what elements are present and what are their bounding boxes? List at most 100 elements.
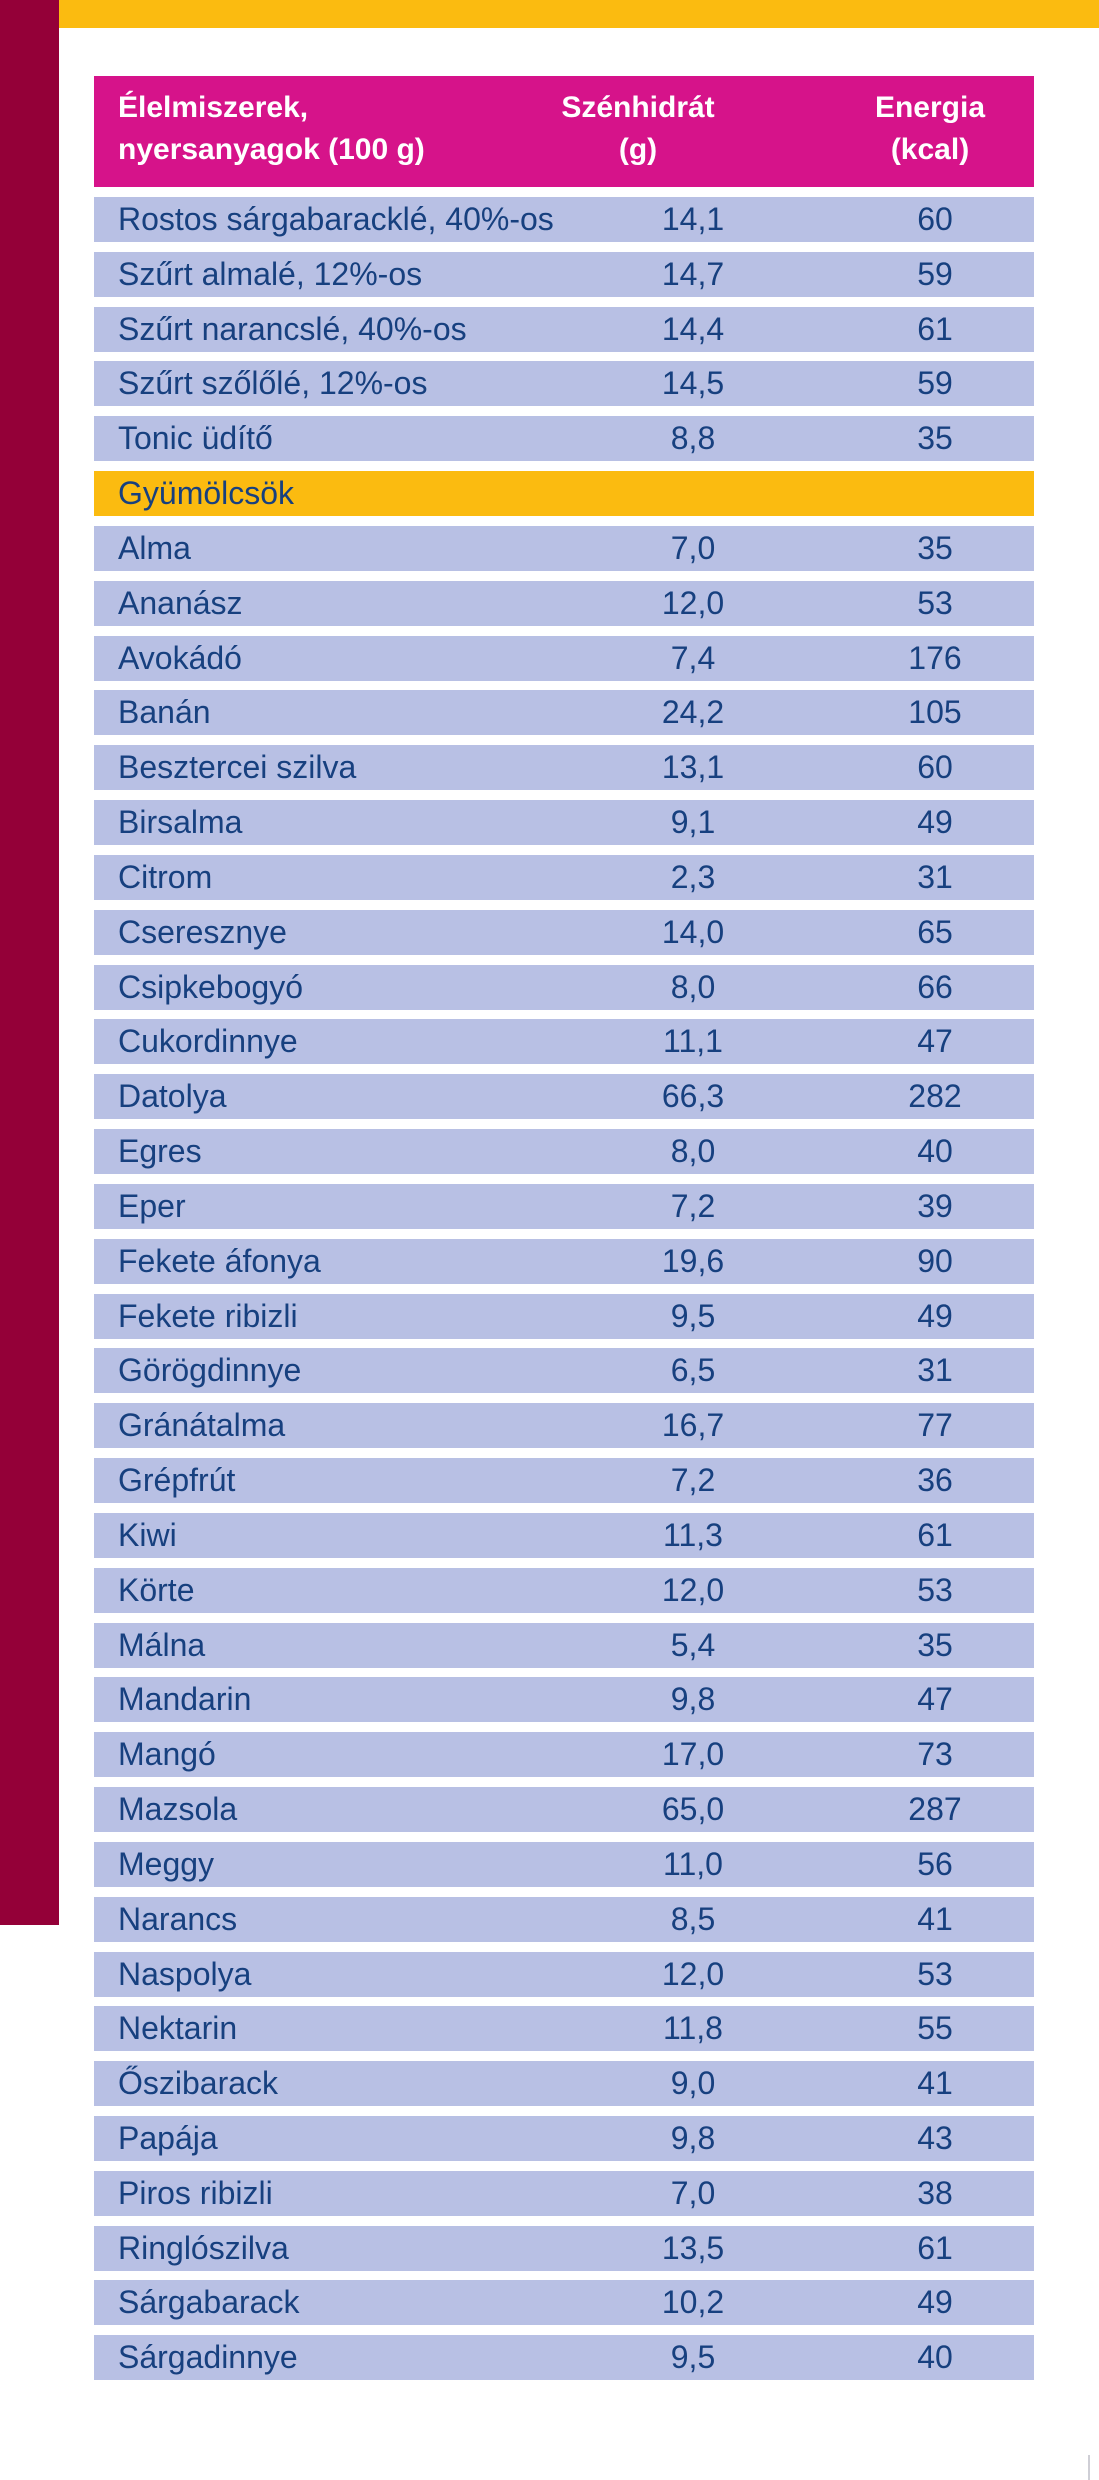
food-name-cell: Ananász — [118, 584, 243, 621]
energy-cell: 90 — [917, 1242, 953, 1279]
energy-cell: 49 — [917, 2284, 953, 2321]
table-row: Fekete áfonya 19,6 90 — [94, 1238, 1034, 1284]
carbohydrate-cell: 8,5 — [670, 1900, 716, 1937]
energy-cell: 38 — [917, 2174, 953, 2211]
carbohydrate-cell: 11,3 — [663, 1516, 723, 1553]
header-energy-line2: (kcal) — [890, 133, 970, 166]
table-row: Sárgadinnye 9,5 40 — [94, 2335, 1034, 2381]
energy-cell: 59 — [917, 365, 953, 402]
energy-cell: 59 — [917, 255, 953, 292]
food-name-cell: Birsalma — [118, 804, 243, 841]
carbohydrate-cell: 9,0 — [670, 2065, 716, 2102]
table-row: Gránátalma 16,7 77 — [94, 1403, 1034, 1449]
table-row: Piros ribizli 7,0 38 — [94, 2170, 1034, 2216]
food-name-cell: Cukordinnye — [118, 1023, 298, 1060]
table-row: Sárgabarack 10,2 49 — [94, 2280, 1034, 2326]
carbohydrate-cell: 9,8 — [670, 2119, 716, 2156]
energy-cell: 53 — [917, 584, 953, 621]
energy-cell: 40 — [917, 2339, 953, 2376]
table-row: Rostos sárgabaracklé, 40%-os 14,1 60 — [94, 197, 1034, 242]
food-name-cell: Málna — [118, 1626, 206, 1663]
side-accent-bar — [0, 0, 59, 1925]
energy-cell: 47 — [917, 1023, 953, 1060]
food-name-cell: Rostos sárgabaracklé, 40%-os — [118, 201, 554, 237]
section-header-row: Gyümölcsök — [94, 471, 1034, 517]
food-name-cell: Őszibarack — [118, 2065, 279, 2102]
table-row: Birsalma 9,1 49 — [94, 800, 1034, 846]
table-row: Citrom 2,3 31 — [94, 854, 1034, 900]
table-row: Körte 12,0 53 — [94, 1567, 1034, 1613]
energy-cell: 61 — [917, 2229, 953, 2266]
food-name-cell: Naspolya — [118, 1955, 252, 1992]
food-name-cell: Avokádó — [118, 639, 242, 676]
food-name-cell: Grépfrút — [118, 1462, 236, 1499]
table-row: Mazsola 65,0 287 — [94, 1787, 1034, 1833]
carbohydrate-cell: 9,8 — [670, 1681, 716, 1718]
food-name-cell: Csipkebogyó — [118, 968, 303, 1005]
food-name-cell: Kiwi — [118, 1516, 177, 1553]
table-row: Meggy 11,0 56 — [94, 1841, 1034, 1887]
table-row: Szűrt szőlőlé, 12%-os 14,5 59 — [94, 361, 1034, 407]
table-row: Mangó 17,0 73 — [94, 1732, 1034, 1778]
food-name-cell: Citrom — [118, 858, 213, 895]
carbohydrate-cell: 8,0 — [670, 968, 716, 1005]
carbohydrate-cell: 9,5 — [670, 2339, 716, 2376]
food-name-cell: Gyümölcsök — [118, 475, 295, 512]
food-name-cell: Alma — [118, 529, 191, 566]
energy-cell: 105 — [908, 694, 962, 731]
energy-cell: 49 — [917, 1297, 953, 1334]
energy-cell: 65 — [917, 913, 953, 950]
carbohydrate-cell: 5,4 — [670, 1626, 716, 1663]
energy-cell: 49 — [917, 804, 953, 841]
energy-cell: 47 — [917, 1681, 953, 1718]
food-name-cell: Besztercei szilva — [118, 749, 357, 786]
carbohydrate-cell: 66,3 — [661, 1078, 725, 1115]
table-row: Alma 7,0 35 — [94, 525, 1034, 571]
food-name-cell: Nektarin — [118, 2010, 238, 2047]
energy-cell: 66 — [917, 968, 953, 1005]
nutrition-table: Élelmiszerek, nyersanyagok (100 g) Szénh… — [94, 76, 1034, 2390]
carbohydrate-cell: 14,5 — [661, 365, 725, 402]
energy-cell: 53 — [917, 1955, 953, 1992]
food-name-cell: Tonic üdítő — [118, 420, 273, 457]
food-name-cell: Mandarin — [118, 1681, 252, 1718]
table-row: Nektarin 11,8 55 — [94, 2006, 1034, 2052]
table-row: Ringlószilva 13,5 61 — [94, 2225, 1034, 2271]
food-name-cell: Szűrt almalé, 12%-os — [118, 255, 423, 292]
header-food-name-line2: nyersanyagok (100 g) — [118, 133, 425, 166]
table-row: Szűrt almalé, 12%-os 14,7 59 — [94, 251, 1034, 297]
energy-cell: 282 — [908, 1078, 962, 1115]
energy-cell: 35 — [917, 529, 953, 566]
energy-cell: 41 — [917, 1900, 953, 1937]
energy-cell: 35 — [917, 420, 953, 457]
carbohydrate-cell: 14,4 — [661, 310, 725, 347]
carbohydrate-cell: 13,5 — [661, 2229, 725, 2266]
food-name-cell: Sárgabarack — [118, 2284, 300, 2321]
food-name-cell: Narancs — [118, 1900, 238, 1937]
carbohydrate-cell: 24,2 — [661, 694, 725, 731]
header-energy: Energia (kcal) — [830, 87, 1030, 171]
food-name-cell: Datolya — [118, 1078, 227, 1115]
energy-cell: 36 — [917, 1462, 953, 1499]
table-row: Avokádó 7,4 176 — [94, 635, 1034, 681]
food-name-cell: Egres — [118, 1133, 202, 1170]
food-name-cell: Körte — [118, 1571, 195, 1608]
table-row: Csipkebogyó 8,0 66 — [94, 964, 1034, 1010]
energy-cell: 31 — [917, 858, 953, 895]
carbohydrate-cell: 12,0 — [661, 584, 725, 621]
carbohydrate-cell: 12,0 — [661, 1571, 725, 1608]
carbohydrate-cell: 9,5 — [670, 1297, 716, 1334]
carbohydrate-cell: 65,0 — [661, 1791, 725, 1828]
carbohydrate-cell: 10,2 — [661, 2284, 725, 2321]
table-row: Cseresznye 14,0 65 — [94, 909, 1034, 955]
carbohydrate-cell: 7,0 — [670, 529, 716, 566]
table-row: Kiwi 11,3 61 — [94, 1512, 1034, 1558]
food-name-cell: Szűrt narancslé, 40%-os — [118, 310, 467, 347]
header-food-name-line1: Élelmiszerek, — [118, 91, 309, 124]
carbohydrate-cell: 9,1 — [670, 804, 716, 841]
energy-cell: 60 — [917, 201, 953, 237]
carbohydrate-cell: 14,1 — [661, 201, 725, 237]
table-row: Banán 24,2 105 — [94, 690, 1034, 736]
table-row: Őszibarack 9,0 41 — [94, 2061, 1034, 2107]
carbohydrate-cell: 12,0 — [661, 1955, 725, 1992]
